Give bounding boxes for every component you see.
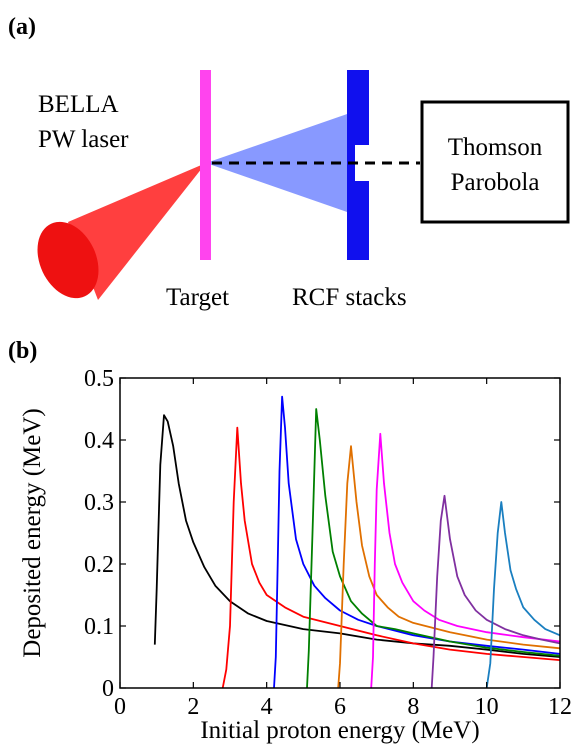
y-tick-label: 0.5: [84, 366, 114, 392]
panel-b-label: (b): [8, 338, 37, 364]
y-tick-label: 0.4: [84, 428, 114, 454]
x-tick-label: 6: [334, 694, 346, 720]
rcf-label: RCF stacks: [292, 284, 407, 311]
target-foil: [200, 70, 211, 260]
y-tick-label: 0: [102, 676, 114, 702]
deposited-energy-chart: 0 2 4 6 8 10 12 0 0.1 0.2 0.3 0.4 0.5 Initial proton…: [19, 366, 572, 744]
tick-layer: 0 2 4 6 8 10 12 0 0.1 0.2 0.3 0.4 0.5: [84, 366, 572, 720]
thomson-label-line2: Parobola: [451, 169, 540, 196]
x-tick-label: 12: [548, 694, 572, 720]
target-label: Target: [166, 284, 229, 311]
laser-label-line1: BELLA: [38, 91, 119, 118]
x-tick-label: 2: [187, 694, 199, 720]
y-tick-label: 0.3: [84, 490, 114, 516]
series-layer: [153, 395, 561, 689]
x-tick-label: 4: [261, 694, 273, 720]
thomson-parabola-box: [420, 100, 570, 224]
x-tick-label: 0: [114, 694, 126, 720]
laser-cone-base: [37, 221, 99, 299]
laser-cone: [68, 163, 206, 300]
x-tick-label: 8: [407, 694, 419, 720]
series-line-5: [337, 445, 561, 689]
panel-a-label: (a): [8, 14, 36, 40]
series-line-6: [370, 432, 561, 689]
series-line-8: [485, 501, 561, 689]
thomson-label-line1: Thomson: [448, 134, 543, 161]
proton-cone: [206, 113, 350, 213]
laser-label-line2: PW laser: [38, 126, 129, 153]
x-axis-label: Initial proton energy (MeV): [200, 717, 479, 744]
series-line-4: [306, 408, 561, 689]
series-line-1: [153, 414, 561, 658]
plot-frame: [119, 377, 561, 689]
x-tick-label: 10: [475, 694, 499, 720]
y-axis-label: Deposited energy (MeV): [19, 408, 46, 657]
y-tick-label: 0.1: [84, 614, 114, 640]
series-line-7: [430, 494, 561, 689]
series-line-2: [221, 426, 561, 689]
y-tick-label: 0.2: [84, 552, 114, 578]
